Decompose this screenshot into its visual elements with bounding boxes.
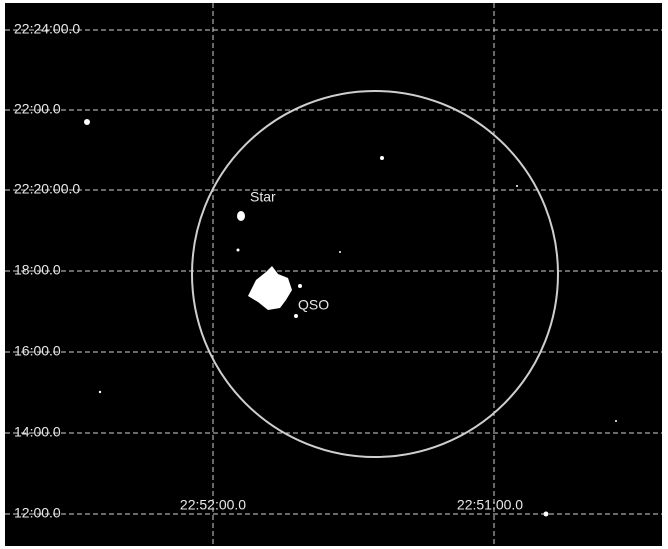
dec-label: 22:20:00.0 — [14, 181, 80, 197]
source — [380, 156, 384, 160]
source — [543, 511, 549, 517]
dec-labels: 22:24:00.0 22:00.0 22:20:00.0 18:00.0 16… — [14, 21, 80, 521]
dec-label: 22:24:00.0 — [14, 21, 80, 37]
dec-label: 14:00.0 — [14, 424, 61, 440]
qso-blob — [248, 266, 292, 310]
source — [615, 420, 617, 422]
dec-label: 16:00.0 — [14, 343, 61, 359]
ra-label: 22:51:00.0 — [457, 497, 523, 513]
dec-label: 22:00.0 — [14, 101, 61, 117]
image-background — [5, 3, 662, 546]
source — [84, 119, 90, 125]
source — [236, 248, 240, 252]
ra-labels: 22:52:00.0 22:51:00.0 — [180, 497, 523, 513]
ra-label: 22:52:00.0 — [180, 497, 246, 513]
sources — [84, 119, 617, 517]
dec-label: 12:00.0 — [14, 505, 61, 521]
dec-label: 18:00.0 — [14, 262, 61, 278]
source — [294, 314, 298, 318]
source — [516, 185, 518, 187]
source — [98, 390, 102, 394]
star-source — [237, 211, 245, 221]
source — [298, 284, 302, 288]
star-label: Star — [250, 189, 276, 205]
aperture-circle — [191, 90, 559, 458]
source — [339, 251, 341, 253]
qso-label: QSO — [298, 297, 329, 313]
coordinate-grid — [5, 3, 662, 546]
